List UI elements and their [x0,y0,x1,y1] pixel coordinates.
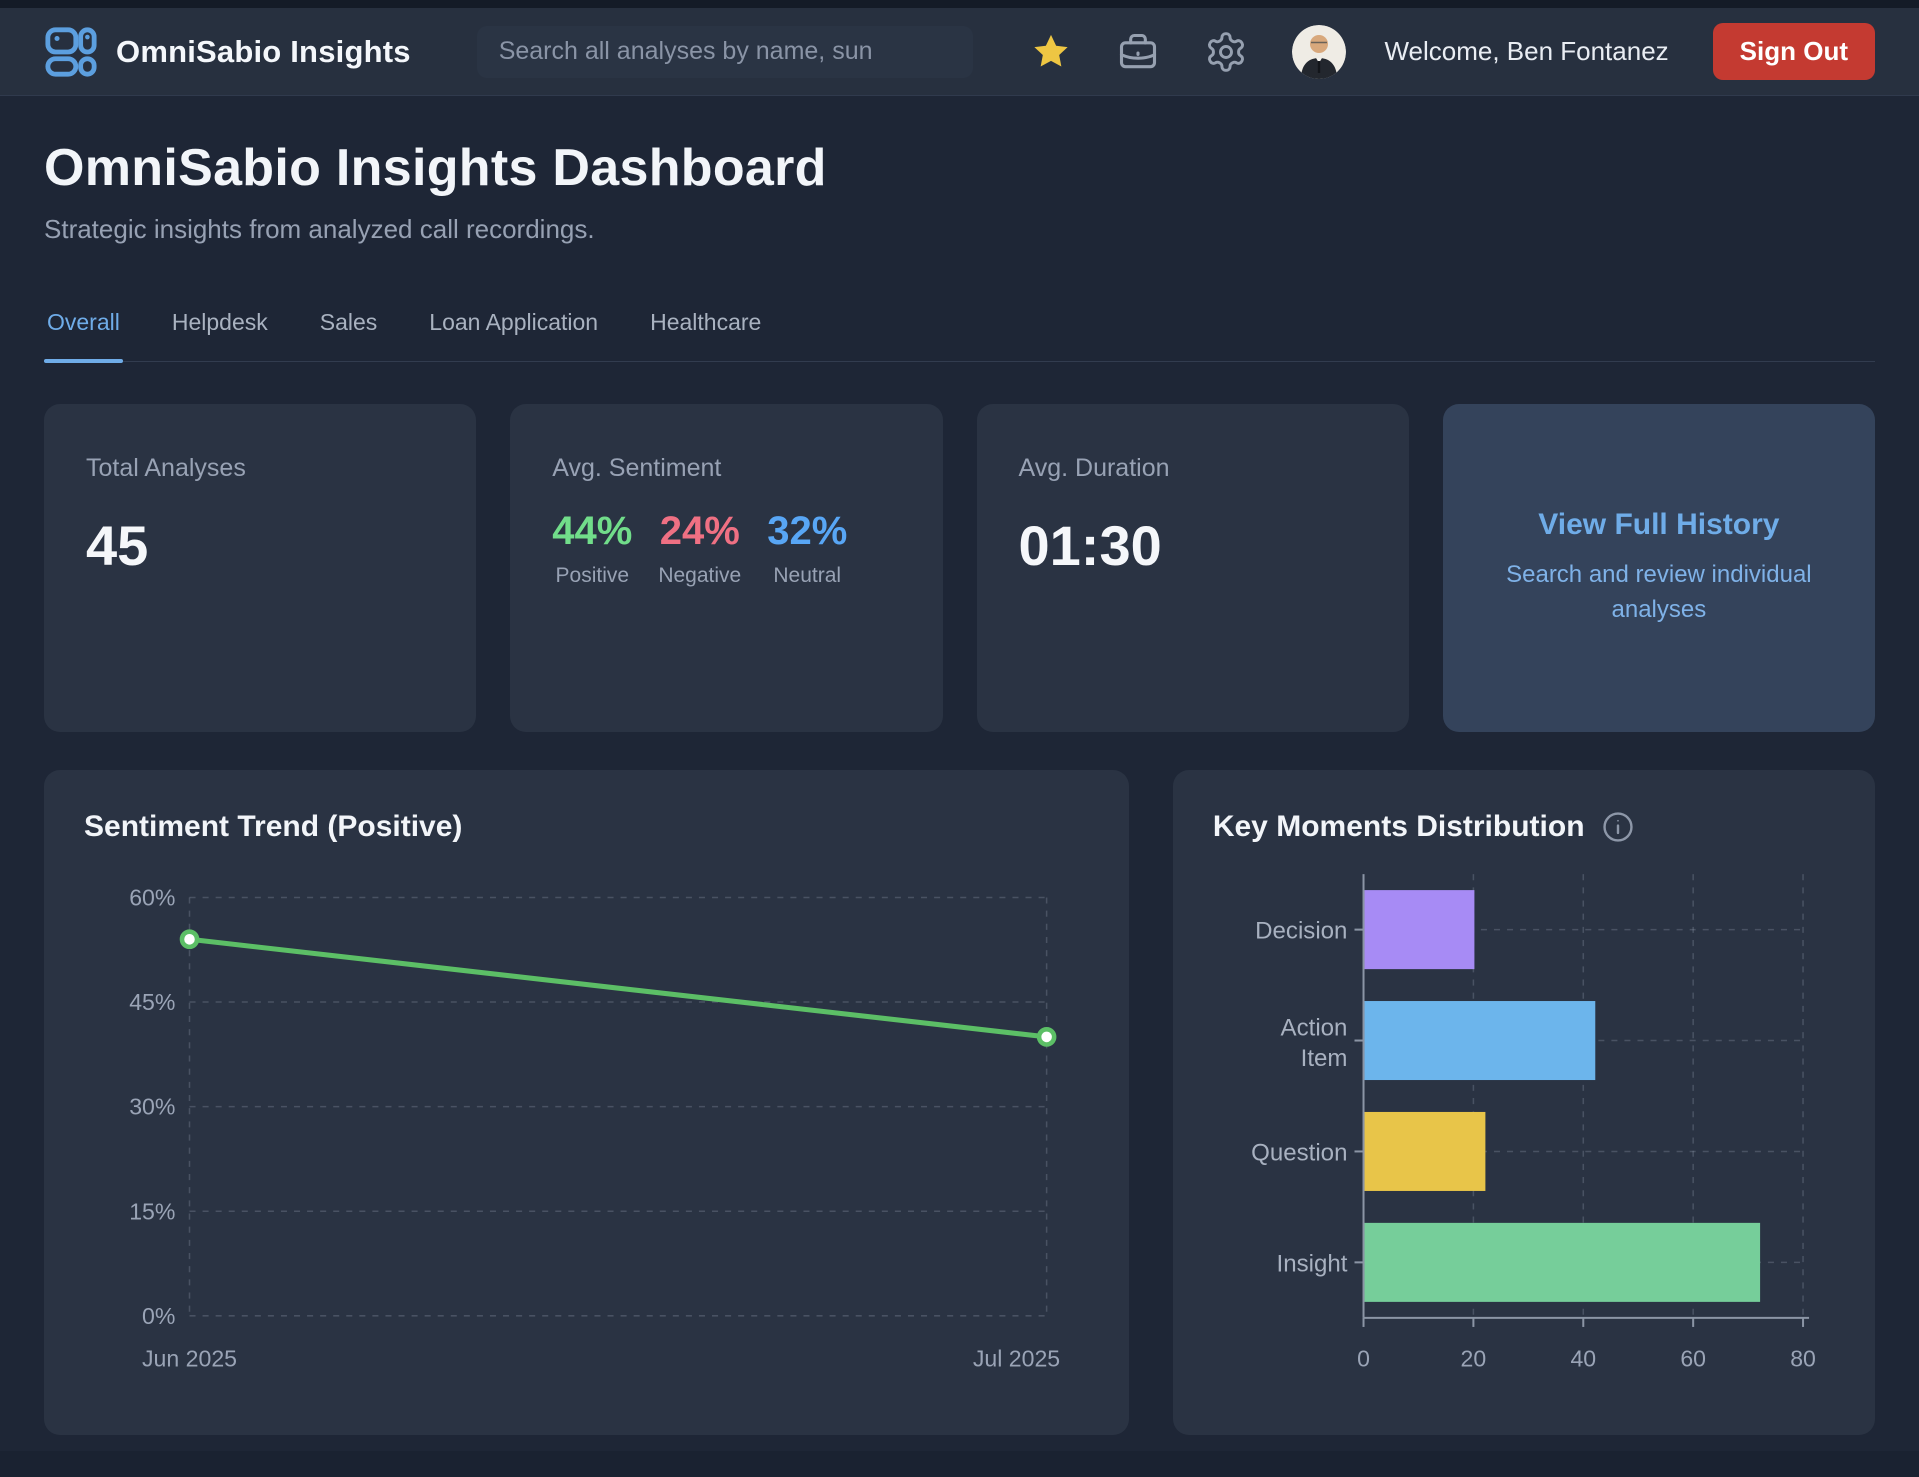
total-analyses-value: 45 [86,514,149,577]
svg-text:60: 60 [1680,1345,1706,1371]
info-icon[interactable] [1601,810,1635,844]
svg-text:0%: 0% [142,1303,175,1329]
sentiment-positive: 44% Positive [552,509,633,587]
svg-text:0: 0 [1357,1345,1370,1371]
sentiment-trend-title: Sentiment Trend (Positive) [84,810,463,843]
view-full-history-subtitle: Search and review individual analyses [1506,561,1812,623]
svg-text:Question: Question [1251,1139,1347,1166]
avg-sentiment-card: Avg. Sentiment 44% Positive 24% Negative… [510,404,943,732]
avg-duration-label: Avg. Duration [1018,454,1170,482]
window-bottom-edge [0,1451,1919,1477]
svg-text:Jun 2025: Jun 2025 [142,1345,237,1371]
avg-duration-card: Avg. Duration 01:30 [976,404,1409,732]
avg-sentiment-label: Avg. Sentiment [552,454,722,482]
svg-text:80: 80 [1790,1345,1816,1371]
svg-text:45%: 45% [129,989,175,1015]
main-content: OmniSabio Insights Dashboard Strategic i… [0,96,1919,1451]
view-full-history-card[interactable]: View Full History Search and review indi… [1442,404,1875,732]
view-full-history-link[interactable]: View Full History [1538,508,1780,542]
svg-text:Decision: Decision [1255,918,1347,945]
key-moments-title: Key Moments Distribution [1212,810,1585,843]
brand: OmniSabio Insights [44,25,411,79]
sentiment-neutral: 32% Neutral [767,509,848,587]
logo-icon [44,25,98,79]
tab-sales[interactable]: Sales [317,309,381,361]
key-moments-card: Key Moments Distribution Decision Action I… [1172,770,1875,1435]
gear-icon[interactable] [1204,30,1248,74]
page-title: OmniSabio Insights Dashboard [44,139,827,197]
svg-text:Insight: Insight [1276,1250,1347,1277]
category-tabs: Overall Helpdesk Sales Loan Application … [44,309,1875,363]
window-top-edge [0,0,1919,8]
sentiment-breakdown: 44% Positive 24% Negative 32% Neutral [552,509,900,588]
avg-duration-value: 01:30 [1018,514,1162,577]
topbar: OmniSabio Insights [0,8,1919,96]
tab-overall[interactable]: Overall [44,309,123,363]
brand-title: OmniSabio Insights [116,33,411,69]
favorites-star-icon[interactable] [1030,31,1072,73]
sign-out-button[interactable]: Sign Out [1712,23,1875,80]
svg-text:Jul 2025: Jul 2025 [973,1345,1060,1371]
search-input[interactable] [476,25,973,78]
welcome-text: Welcome, Ben Fontanez [1384,36,1669,66]
topbar-right: Welcome, Ben Fontanez Sign Out [1030,23,1875,80]
tab-loan-application[interactable]: Loan Application [426,309,601,361]
charts-row: Sentiment Trend (Positive) 0% 15% 30% 45% 60… [44,770,1875,1435]
sentiment-trend-card: Sentiment Trend (Positive) 0% 15% 30% 45% 60… [44,770,1129,1435]
tab-helpdesk[interactable]: Helpdesk [169,309,271,361]
user-avatar[interactable] [1292,24,1347,79]
global-search [476,25,973,78]
stats-row: Total Analyses 45 Avg. Sentiment 44% Pos… [44,404,1875,732]
total-analyses-card: Total Analyses 45 [44,404,477,732]
tab-healthcare[interactable]: Healthcare [647,309,764,361]
svg-text:15%: 15% [129,1198,175,1224]
briefcase-icon[interactable] [1116,30,1160,74]
svg-text:40: 40 [1570,1345,1596,1371]
svg-text:60%: 60% [129,884,175,910]
sentiment-line-chart: 0% 15% 30% 45% 60% Jun 2025 Jul 2025 [129,884,1060,1371]
key-moments-bar-chart: Decision Action Item Question Insight 0 20 40 60… [1251,874,1816,1371]
page-subtitle: Strategic insights from analyzed call re… [44,214,595,244]
total-analyses-label: Total Analyses [86,454,246,482]
sentiment-negative: 24% Negative [658,509,742,587]
svg-text:30%: 30% [129,1094,175,1120]
svg-text:20: 20 [1460,1345,1486,1371]
